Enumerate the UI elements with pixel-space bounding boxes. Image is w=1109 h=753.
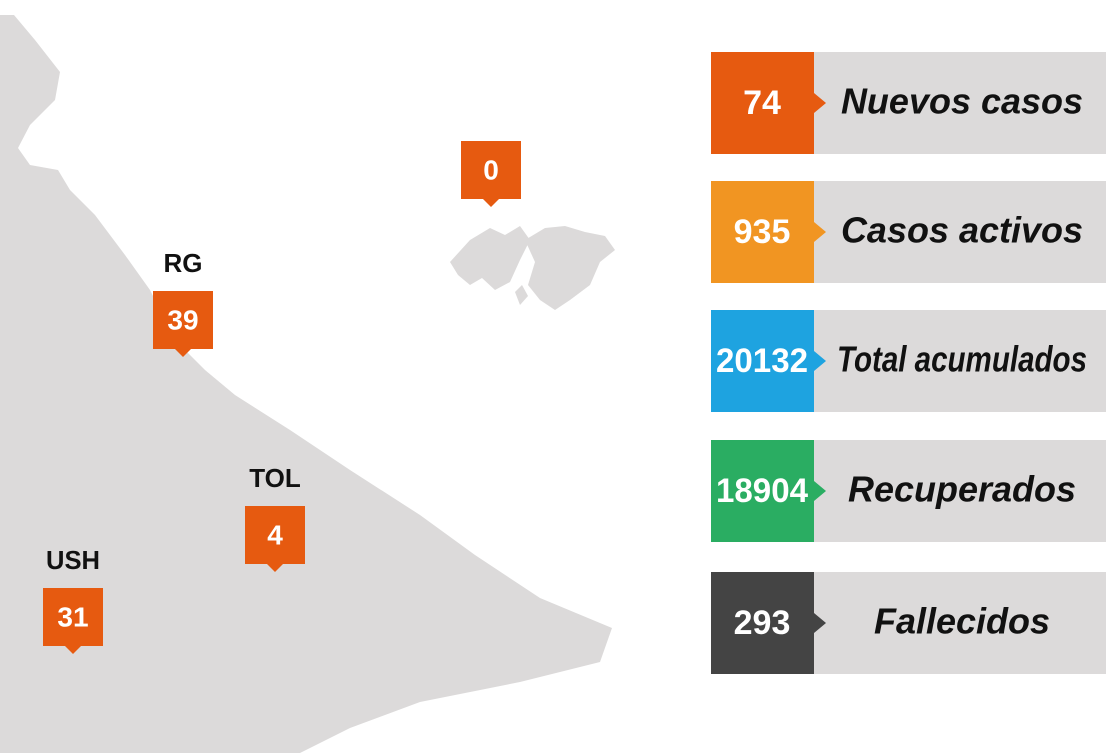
stat-value: 74 bbox=[743, 84, 781, 122]
stat-value: 18904 bbox=[716, 472, 808, 510]
stat-value: 935 bbox=[734, 213, 791, 251]
stat-arrow bbox=[814, 481, 826, 501]
marker-value: 4 bbox=[267, 519, 283, 550]
stat-label-bg bbox=[814, 440, 1106, 542]
stat-label-bg bbox=[814, 572, 1106, 674]
marker-value: 0 bbox=[483, 154, 499, 185]
stats: 74 Nuevos casos 935 Casos activos 20132 Total… bbox=[711, 52, 1106, 674]
marker-label: USH bbox=[46, 545, 100, 575]
marker-label: RG bbox=[164, 248, 203, 278]
islands bbox=[450, 226, 615, 310]
stat-label: Recuperados bbox=[848, 469, 1076, 510]
stat-label-bg bbox=[814, 52, 1106, 154]
stat-arrow bbox=[814, 222, 826, 242]
marker-box bbox=[245, 506, 305, 572]
markers: 0 39 RG 4 TOL 31 USH bbox=[43, 141, 521, 654]
mainland bbox=[0, 15, 612, 753]
stat-arrow bbox=[814, 351, 826, 371]
stat-value-bg bbox=[711, 310, 814, 412]
map bbox=[0, 15, 615, 753]
stat-label: Casos activos bbox=[841, 210, 1083, 251]
marker-box bbox=[461, 141, 521, 207]
stat-value-bg bbox=[711, 181, 814, 283]
stat-label: Total acumulados bbox=[837, 339, 1087, 380]
stat-label: Nuevos casos bbox=[841, 81, 1083, 122]
stat-arrow bbox=[814, 613, 826, 633]
marker-label: TOL bbox=[249, 463, 301, 493]
marker-box bbox=[43, 588, 103, 654]
bay bbox=[32, 92, 70, 168]
marker-value: 31 bbox=[57, 601, 88, 632]
stat-value-bg bbox=[711, 572, 814, 674]
stat-value: 20132 bbox=[716, 342, 808, 380]
stat-value-bg bbox=[711, 52, 814, 154]
marker-value: 39 bbox=[167, 304, 198, 335]
marker-box bbox=[153, 291, 213, 357]
stat-arrow bbox=[814, 93, 826, 113]
stat-label-bg bbox=[814, 181, 1106, 283]
stat-label: Fallecidos bbox=[874, 601, 1050, 642]
stat-value: 293 bbox=[734, 604, 791, 642]
stat-label-bg bbox=[814, 310, 1106, 412]
stat-value-bg bbox=[711, 440, 814, 542]
